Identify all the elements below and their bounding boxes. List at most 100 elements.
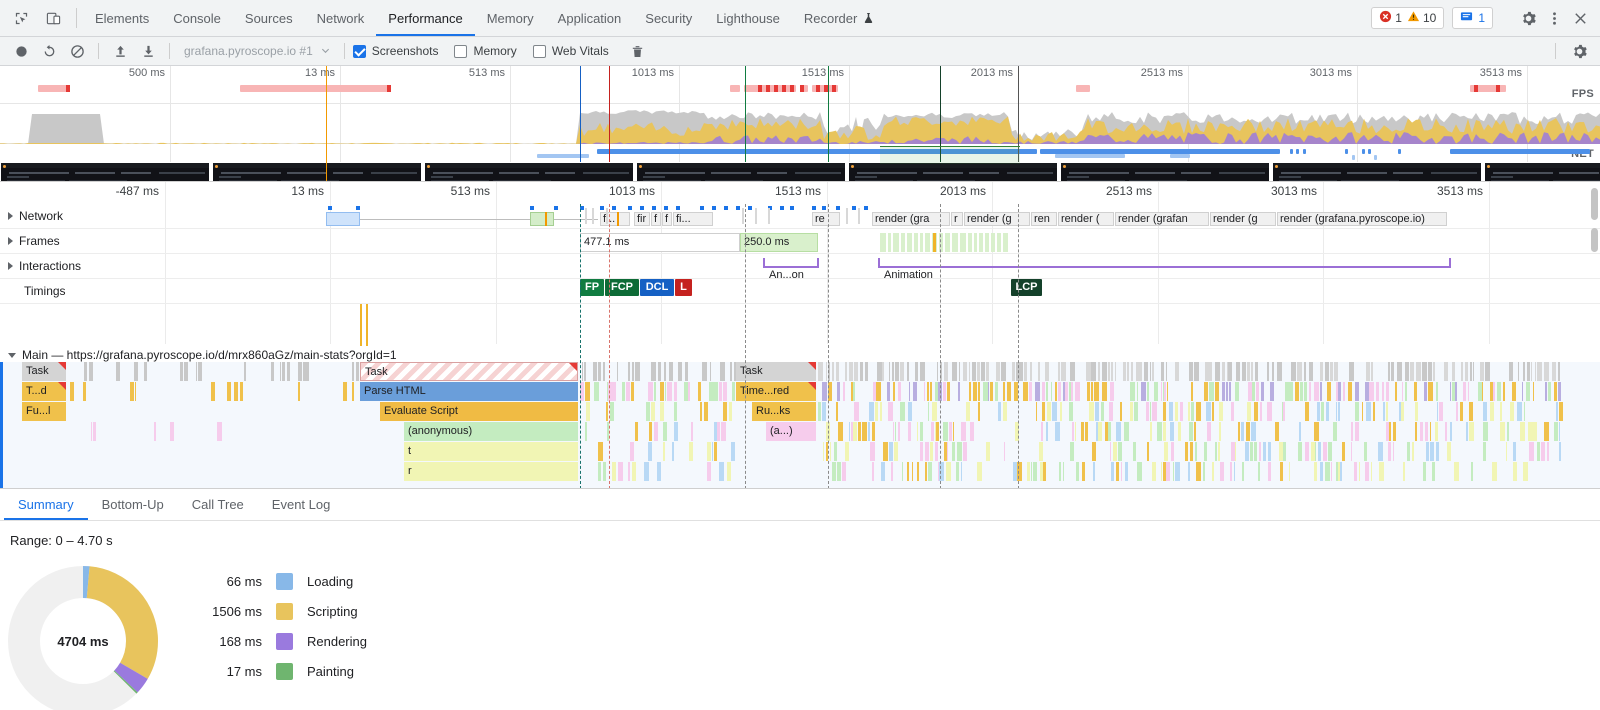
flame-sliver[interactable] [1437,402,1438,421]
flame-sliver[interactable] [920,422,923,441]
flame-sliver[interactable] [1405,382,1407,401]
flame-sliver[interactable] [282,362,285,381]
flame-sliver[interactable] [1113,442,1117,461]
flame-sliver[interactable] [732,382,735,401]
flame-sliver[interactable] [1150,422,1152,441]
flame-sliver[interactable] [1527,362,1530,381]
close-icon[interactable] [1568,6,1592,30]
flame-sliver[interactable] [973,382,977,401]
flame-sliver[interactable] [1111,362,1113,381]
timing-marker-fcp[interactable]: FCP [605,279,639,296]
flame-sliver[interactable] [1435,422,1438,441]
flame-sliver[interactable] [1456,402,1458,421]
flame-sliver[interactable] [1108,362,1110,381]
flame-sliver[interactable] [925,462,927,481]
flame-sliver[interactable] [227,382,231,401]
flame-sliver[interactable] [1245,442,1249,461]
profile-selector[interactable]: grafana.pyroscope.io #1 [178,42,336,60]
flame-sliver[interactable] [854,362,858,381]
flame-sliver[interactable] [1280,462,1283,481]
flame-sliver[interactable] [144,362,147,381]
flame-sliver[interactable] [1373,402,1375,421]
flame-sliver[interactable] [1091,382,1093,401]
tab-call-tree[interactable]: Call Tree [178,489,258,520]
flame-sliver[interactable] [898,422,900,441]
flame-sliver[interactable] [1268,462,1271,481]
flame-sliver[interactable] [1003,402,1007,421]
flame-sliver[interactable] [1094,382,1099,401]
flame-sliver[interactable] [1085,422,1088,441]
flame-sliver[interactable] [1152,462,1156,481]
flame-sliver[interactable] [1428,362,1432,381]
flame-sliver[interactable] [1254,402,1258,421]
tab-sources[interactable]: Sources [233,0,305,36]
flame-sliver[interactable] [1351,422,1353,441]
flame-sliver[interactable] [1039,442,1043,461]
flame-sliver[interactable] [1556,402,1558,421]
flame-sliver[interactable] [1523,462,1528,481]
flame-sliver[interactable] [924,382,925,401]
flame-sliver[interactable] [876,382,881,401]
flame-sliver[interactable] [1426,442,1429,461]
flame-sliver[interactable] [1500,402,1502,421]
flame-sliver[interactable] [674,382,677,401]
flame-sliver[interactable] [1544,422,1549,441]
flame-sliver[interactable] [1488,362,1490,381]
flame-sliver[interactable] [1490,402,1494,421]
frame-small[interactable] [1003,233,1009,252]
flame-sliver[interactable] [1500,422,1505,441]
flame-sliver[interactable] [646,402,650,421]
flame-sliver[interactable] [1207,422,1211,441]
flame-sliver[interactable] [1188,462,1190,481]
flame-sliver[interactable] [1196,402,1201,421]
flame-sliver[interactable] [603,462,606,481]
flame-sliver[interactable] [631,382,634,401]
flame-sliver[interactable] [1261,382,1264,401]
flame-sliver[interactable] [1463,382,1466,401]
flame-sliver[interactable] [1355,402,1359,421]
flame-sliver[interactable] [1215,382,1219,401]
flame-sliver[interactable] [1036,402,1037,421]
flame-sliver[interactable] [823,442,824,461]
flame-sliver[interactable] [717,422,720,441]
flame-sliver[interactable] [1021,362,1023,381]
flame-sliver[interactable] [1134,402,1138,421]
filmstrip-screenshot[interactable]: 284397150 [1272,162,1482,181]
flame-sliver[interactable] [685,362,688,381]
flame-sliver[interactable] [1163,422,1166,441]
frame-small[interactable] [997,233,1002,252]
tab-event-log[interactable]: Event Log [258,489,345,520]
network-request[interactable]: re [812,212,840,226]
flame-sliver[interactable] [937,362,938,381]
flame-sliver[interactable] [134,362,138,381]
flame-sliver[interactable] [1116,462,1119,481]
network-request[interactable]: fi... [673,212,713,226]
flame-sliver[interactable] [990,382,993,401]
flame-sliver[interactable] [875,402,878,421]
issues-badge[interactable]: 1 10 [1371,7,1444,29]
flame-sliver[interactable] [958,382,960,401]
flame-sliver[interactable] [93,422,96,441]
flame-sliver[interactable] [1164,442,1168,461]
flame-sliver[interactable] [654,382,656,401]
flame-sliver[interactable] [1415,402,1418,421]
flame-sliver[interactable] [1304,382,1307,401]
flame-sliver[interactable] [1072,422,1074,441]
tab-performance[interactable]: Performance [376,0,474,36]
flame-sliver[interactable] [1343,382,1345,401]
flame-sliver[interactable] [1366,362,1370,381]
network-request[interactable]: render ( [1058,212,1114,226]
flame-sliver[interactable] [1559,402,1563,421]
flame-sliver[interactable] [1111,462,1114,481]
filmstrip-screenshot[interactable]: 284397150 [1060,162,1270,181]
tab-lighthouse[interactable]: Lighthouse [704,0,792,36]
flame-sliver[interactable] [978,382,980,401]
flame-sliver[interactable] [1191,382,1193,401]
flame-sliver[interactable] [1283,442,1286,461]
flame-sliver[interactable] [714,442,717,461]
flame-sliver[interactable] [849,362,853,381]
flame-sliver[interactable] [1251,422,1256,441]
flame-sliver[interactable] [1445,422,1447,441]
flame-sliver[interactable] [1055,422,1060,441]
flame-sliver[interactable] [952,442,955,461]
